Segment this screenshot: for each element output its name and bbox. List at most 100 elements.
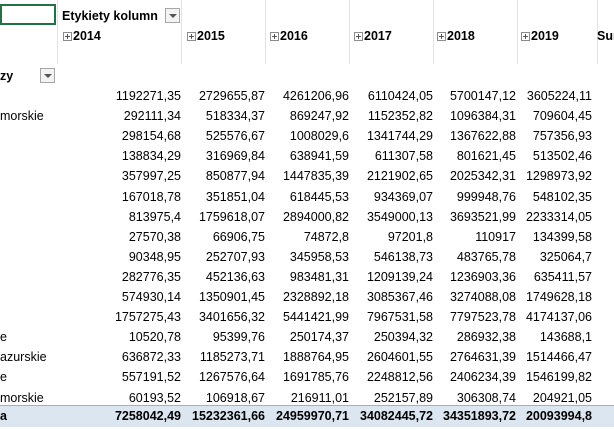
- value-cell: 1209139,24: [366, 269, 433, 284]
- value-cell: 6110424,05: [367, 89, 433, 103]
- value-cell: 216911,01: [290, 390, 349, 405]
- value-cell: 1008029,6: [289, 129, 349, 144]
- expand-button[interactable]: [354, 32, 363, 41]
- value-cell: 3549000,13: [366, 209, 433, 224]
- row-label: morskie: [0, 109, 44, 124]
- value-cell: 869247,92: [289, 109, 349, 124]
- value-cell: 2328892,18: [282, 290, 349, 304]
- value-cell: 298154,68: [121, 129, 181, 144]
- value-cell: 1759618,07: [198, 209, 265, 224]
- row-filter-button[interactable]: [40, 68, 55, 83]
- value-cell: 1267576,64: [198, 370, 265, 385]
- value-cell: 7797523,78: [449, 310, 516, 325]
- value-cell: 635411,57: [533, 269, 592, 284]
- value-cell: 983481,31: [289, 269, 349, 284]
- value-cell: 1514466,47: [525, 350, 592, 365]
- value-cell: 999948,76: [456, 189, 516, 204]
- value-cell: 452136,63: [205, 269, 265, 284]
- value-cell: 2764631,39: [449, 350, 516, 365]
- total-cell: 7258042,49: [114, 409, 181, 423]
- value-cell: 1691785,76: [282, 370, 349, 385]
- value-cell: 2233314,05: [525, 209, 592, 224]
- value-cell: 1096384,31: [449, 109, 516, 124]
- value-cell: 95399,76: [212, 330, 265, 345]
- value-cell: 106918,67: [205, 390, 265, 405]
- total-row-background: [0, 405, 614, 427]
- grid-line: [181, 0, 182, 64]
- value-cell: 252157,89: [373, 390, 433, 405]
- total-cell: 15232361,66: [192, 409, 265, 423]
- value-cell: 801621,45: [456, 149, 516, 164]
- value-cell: 813975,4: [128, 209, 181, 224]
- expand-button[interactable]: [187, 32, 196, 41]
- expand-button[interactable]: [521, 32, 530, 41]
- value-cell: 1447835,39: [282, 169, 349, 184]
- value-cell: 3401656,32: [198, 310, 265, 325]
- value-cell: 66906,75: [212, 229, 265, 244]
- total-cell: 34082445,72: [360, 409, 433, 423]
- grid-line: [57, 0, 58, 64]
- value-cell: 850877,94: [205, 169, 265, 184]
- value-cell: 2729655,87: [198, 89, 265, 103]
- grid-line: [517, 0, 518, 64]
- value-cell: 7967531,58: [366, 310, 433, 325]
- value-cell: 483765,78: [456, 249, 516, 264]
- value-cell: 143688,1: [539, 330, 592, 345]
- value-cell: 286932,38: [456, 330, 516, 345]
- value-cell: 292111,34: [123, 109, 181, 124]
- row-label: e: [0, 370, 7, 385]
- total-cell: 34351893,72: [443, 409, 516, 423]
- value-cell: 316969,84: [205, 149, 265, 164]
- value-cell: 636872,33: [121, 350, 181, 365]
- value-cell: 2248812,56: [366, 370, 433, 385]
- column-header: 2016: [280, 29, 308, 43]
- value-cell: 513502,46: [532, 149, 592, 164]
- value-cell: 546138,73: [373, 249, 433, 264]
- value-cell: 167018,78: [121, 189, 181, 204]
- grid-line: [433, 0, 434, 64]
- value-cell: 60193,52: [128, 390, 181, 405]
- value-cell: 1749628,18: [525, 290, 592, 304]
- value-cell: 250394,32: [373, 330, 433, 345]
- value-cell: 4261206,96: [282, 89, 349, 103]
- value-cell: 1152352,82: [367, 109, 433, 124]
- value-cell: 345958,53: [289, 249, 349, 264]
- expand-button[interactable]: [63, 32, 72, 41]
- column-header: 2017: [364, 29, 392, 43]
- selected-cell[interactable]: [0, 4, 56, 25]
- value-cell: 27570,38: [128, 229, 181, 244]
- value-cell: 3085367,46: [366, 290, 433, 304]
- column-header: 2019: [531, 29, 559, 43]
- row-label: morskie: [0, 390, 44, 405]
- value-cell: 1341744,29: [366, 129, 433, 144]
- value-cell: 90348,95: [128, 249, 181, 264]
- value-cell: 351851,04: [205, 189, 265, 204]
- value-cell: 306308,74: [456, 390, 516, 405]
- value-cell: 1185273,71: [199, 350, 265, 365]
- value-cell: 1298973,92: [525, 169, 592, 184]
- expand-button[interactable]: [437, 32, 446, 41]
- value-cell: 97201,8: [387, 229, 433, 244]
- value-cell: 611307,58: [374, 149, 433, 164]
- value-cell: 2406234,39: [449, 370, 516, 385]
- row-label: e: [0, 330, 7, 345]
- value-cell: 1236903,36: [449, 269, 516, 284]
- value-cell: 1350901,45: [198, 290, 265, 304]
- value-cell: 3274088,08: [449, 290, 516, 304]
- row-label: azurskie: [0, 350, 47, 365]
- column-labels-header: Etykiety kolumn: [62, 9, 158, 23]
- value-cell: 74872,8: [303, 229, 349, 244]
- value-cell: 325064,7: [539, 249, 592, 264]
- column-header: 2015: [197, 29, 225, 43]
- column-filter-button[interactable]: [165, 8, 180, 23]
- value-cell: 10520,78: [128, 330, 181, 345]
- value-cell: 548102,35: [532, 189, 592, 204]
- value-cell: 757356,93: [532, 129, 592, 144]
- row-label: a: [0, 409, 7, 423]
- value-cell: 2025342,31: [449, 169, 516, 184]
- total-cell: 24959970,71: [276, 409, 349, 423]
- value-cell: 204921,05: [532, 390, 592, 405]
- value-cell: 557191,52: [121, 370, 181, 385]
- expand-button[interactable]: [270, 32, 279, 41]
